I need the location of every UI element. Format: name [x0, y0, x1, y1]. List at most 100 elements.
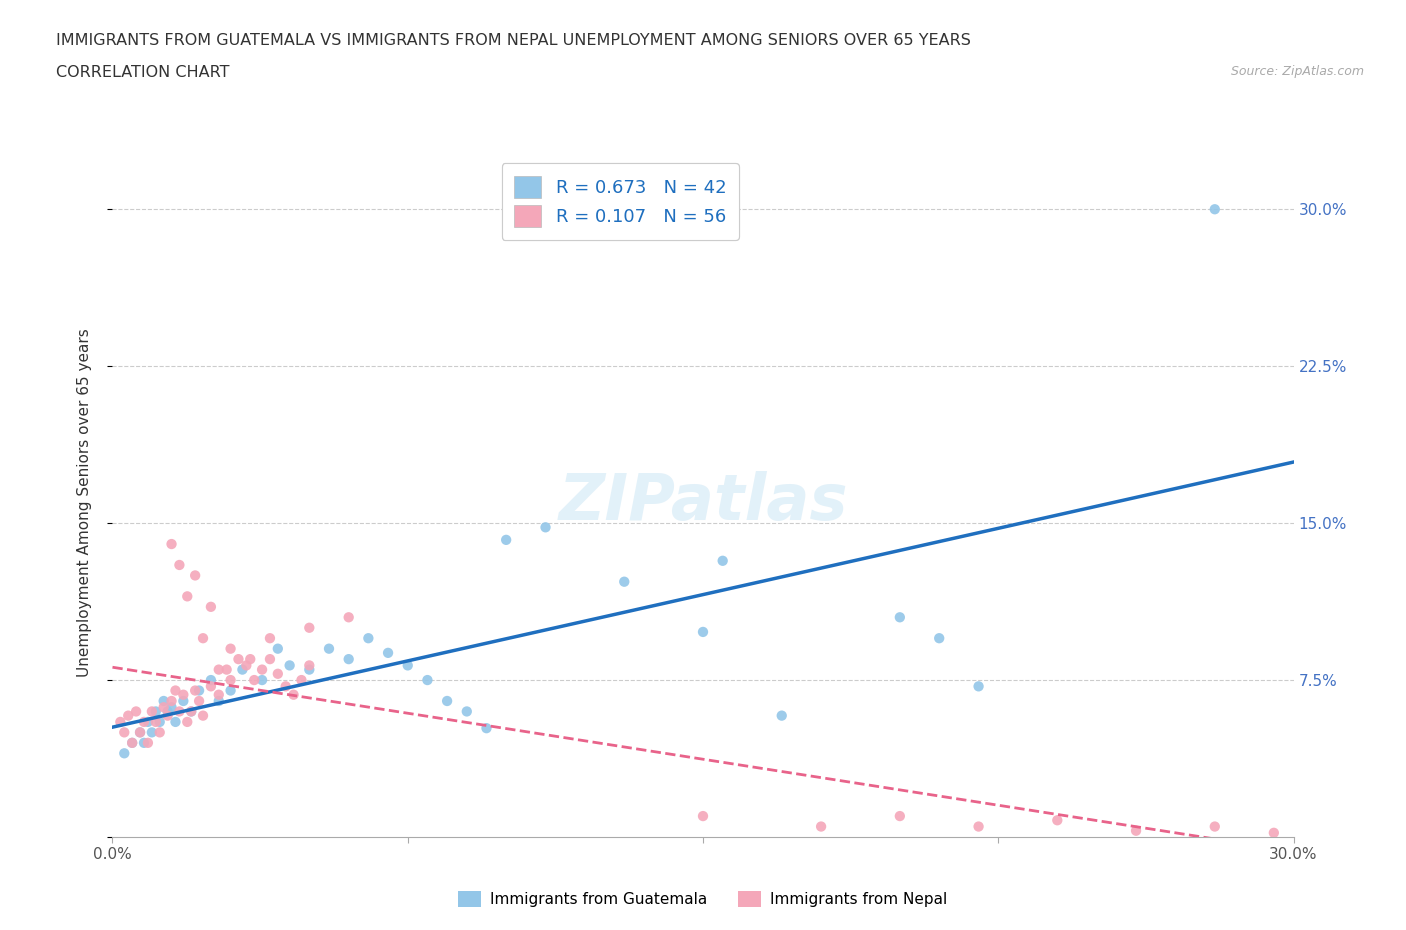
Point	[337, 610, 360, 625]
Point	[149, 725, 172, 740]
Point	[152, 694, 174, 709]
Point	[298, 662, 321, 677]
Point	[200, 600, 222, 615]
Point	[889, 610, 911, 625]
Point	[191, 709, 214, 724]
Point	[219, 642, 242, 657]
Point	[169, 704, 191, 719]
Point	[208, 662, 231, 677]
Point	[259, 631, 281, 645]
Point	[160, 694, 183, 709]
Point	[165, 683, 187, 698]
Point	[228, 652, 250, 667]
Point	[337, 652, 360, 667]
Point	[156, 704, 179, 719]
Point	[165, 714, 187, 729]
Point	[125, 704, 148, 719]
Point	[169, 558, 191, 573]
Point	[1204, 819, 1226, 834]
Point	[711, 553, 734, 568]
Point	[129, 725, 152, 740]
Point	[176, 589, 198, 604]
Point	[692, 625, 714, 640]
Point	[176, 714, 198, 729]
Point	[283, 687, 305, 702]
Point	[1204, 202, 1226, 217]
Point	[1125, 823, 1147, 838]
Point	[534, 520, 557, 535]
Point	[112, 725, 135, 740]
Point	[810, 819, 832, 834]
Point	[259, 652, 281, 667]
Point	[141, 704, 163, 719]
Legend: R = 0.673   N = 42, R = 0.107   N = 56: R = 0.673 N = 42, R = 0.107 N = 56	[502, 163, 740, 240]
Point	[188, 683, 211, 698]
Point	[613, 575, 636, 590]
Point	[200, 672, 222, 687]
Point	[475, 721, 498, 736]
Point	[274, 679, 297, 694]
Point	[456, 704, 478, 719]
Point	[200, 679, 222, 694]
Point	[219, 672, 242, 687]
Point	[184, 683, 207, 698]
Point	[377, 645, 399, 660]
Point	[121, 736, 143, 751]
Point	[267, 667, 290, 682]
Point	[1263, 826, 1285, 841]
Point	[436, 694, 458, 709]
Point	[110, 714, 132, 729]
Point	[495, 533, 517, 548]
Point	[172, 694, 194, 709]
Point	[243, 672, 266, 687]
Point	[298, 620, 321, 635]
Point	[770, 709, 793, 724]
Point	[250, 662, 273, 677]
Point	[208, 687, 231, 702]
Point	[318, 642, 340, 657]
Point	[132, 736, 155, 751]
Point	[145, 704, 167, 719]
Point	[191, 631, 214, 645]
Point	[250, 672, 273, 687]
Point	[235, 658, 257, 673]
Point	[160, 537, 183, 551]
Text: ZIPatlas: ZIPatlas	[558, 472, 848, 533]
Point	[208, 694, 231, 709]
Point	[117, 709, 139, 724]
Point	[692, 809, 714, 824]
Text: Source: ZipAtlas.com: Source: ZipAtlas.com	[1230, 65, 1364, 78]
Point	[278, 658, 301, 673]
Point	[396, 658, 419, 673]
Point	[215, 662, 238, 677]
Point	[160, 700, 183, 715]
Point	[231, 662, 253, 677]
Point	[239, 652, 262, 667]
Point	[416, 672, 439, 687]
Point	[141, 725, 163, 740]
Point	[928, 631, 950, 645]
Point	[152, 700, 174, 715]
Point	[184, 568, 207, 583]
Point	[357, 631, 380, 645]
Point	[219, 683, 242, 698]
Point	[1046, 813, 1069, 828]
Text: CORRELATION CHART: CORRELATION CHART	[56, 65, 229, 80]
Point	[298, 658, 321, 673]
Point	[180, 704, 202, 719]
Point	[188, 694, 211, 709]
Point	[121, 736, 143, 751]
Point	[136, 714, 159, 729]
Point	[172, 687, 194, 702]
Text: IMMIGRANTS FROM GUATEMALA VS IMMIGRANTS FROM NEPAL UNEMPLOYMENT AMONG SENIORS OV: IMMIGRANTS FROM GUATEMALA VS IMMIGRANTS …	[56, 33, 972, 47]
Point	[967, 819, 990, 834]
Point	[129, 725, 152, 740]
Y-axis label: Unemployment Among Seniors over 65 years: Unemployment Among Seniors over 65 years	[77, 328, 91, 677]
Point	[132, 714, 155, 729]
Point	[290, 672, 312, 687]
Point	[145, 714, 167, 729]
Point	[267, 642, 290, 657]
Point	[180, 704, 202, 719]
Point	[967, 679, 990, 694]
Point	[149, 714, 172, 729]
